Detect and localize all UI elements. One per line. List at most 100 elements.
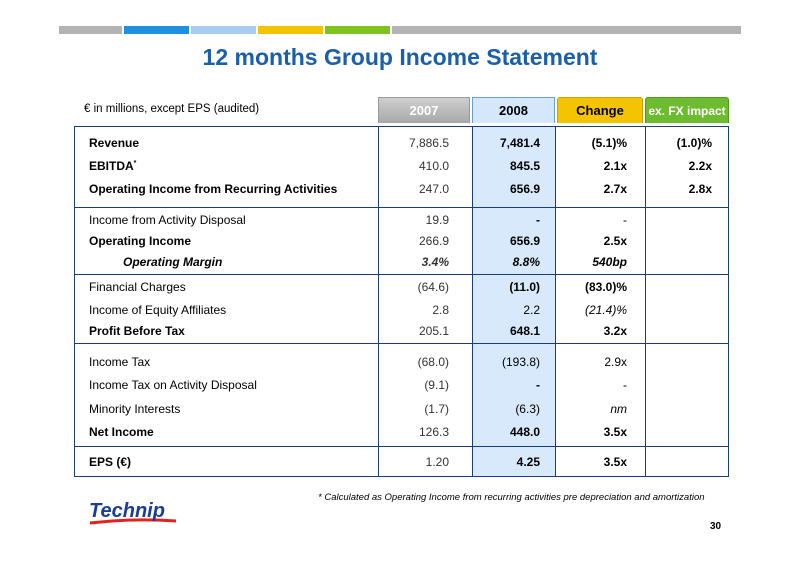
top-color-bar	[59, 26, 741, 34]
footnote-marker: *	[133, 160, 137, 167]
footnote: * Calculated as Operating Income from re…	[318, 492, 705, 503]
column-header-change: Change	[557, 97, 643, 123]
value-2008: 656.9	[509, 182, 540, 196]
section-divider	[74, 207, 729, 208]
value-change: 3.5x	[603, 455, 627, 469]
row-label: Operating Income from Recurring Activiti…	[89, 182, 338, 196]
table-row-income-tax: Income Tax (68.0) (193.8) 2.9x	[74, 352, 729, 372]
bar-segment	[325, 26, 390, 34]
table-row-operating-margin: Operating Margin 3.4% 8.8% 540bp	[74, 252, 729, 272]
column-divider	[378, 126, 379, 477]
bar-segment	[392, 26, 741, 34]
table-row-equity-affiliates: Income of Equity Affiliates 2.8 2.2 (21.…	[74, 300, 729, 320]
value-2008: (6.3)	[515, 402, 540, 416]
table-row-financial-charges: Financial Charges (64.6) (11.0) (83.0)%	[74, 277, 729, 297]
value-2007: 3.4%	[421, 255, 449, 269]
column-header-fx-impact: ex. FX impact	[645, 97, 729, 123]
bar-segment	[124, 26, 189, 34]
value-2008: 8.8%	[512, 255, 540, 269]
table-row-minority-interests: Minority Interests (1.7) (6.3) nm	[74, 399, 729, 419]
value-2007: 247.0	[418, 182, 449, 196]
value-2008: 648.1	[509, 324, 540, 338]
value-2007: 126.3	[418, 425, 449, 439]
row-label: Operating Income	[89, 234, 192, 248]
row-label: EBITDA*	[89, 159, 136, 173]
bar-segment	[191, 26, 256, 34]
logo-wordmark: Technip	[89, 500, 165, 522]
table-row-operating-income: Operating Income 266.9 656.9 2.5x	[74, 231, 729, 251]
column-divider	[472, 126, 473, 477]
column-header-2007: 2007	[378, 97, 470, 123]
value-change: (83.0)%	[584, 280, 627, 294]
table-row-revenue: Revenue 7,886.5 7,481.4 (5.1)% (1.0)%	[74, 133, 729, 153]
row-label-text: EBITDA	[89, 159, 134, 173]
row-label: Financial Charges	[89, 280, 186, 294]
row-label: Net Income	[89, 425, 154, 439]
value-change: 3.5x	[603, 425, 627, 439]
value-2008: 7,481.4	[499, 136, 540, 150]
value-2007: 1.20	[425, 455, 449, 469]
value-2008: 2.2	[523, 303, 540, 317]
technip-logo-graphic: Technip	[89, 500, 177, 525]
value-change: (21.4)%	[584, 303, 627, 317]
value-change: nm	[610, 402, 627, 416]
value-2008: (11.0)	[509, 280, 540, 294]
technip-logo: Technip	[88, 496, 178, 536]
row-label: Revenue	[89, 136, 140, 150]
value-fx: 2.8x	[688, 182, 712, 196]
column-header-2008: 2008	[472, 97, 555, 123]
value-2008: 4.25	[516, 455, 540, 469]
value-2008: -	[536, 213, 540, 227]
slide-title: 12 months Group Income Statement	[202, 44, 598, 70]
value-change: 3.2x	[603, 324, 627, 338]
row-label: Income from Activity Disposal	[89, 213, 246, 227]
table-row-net-income: Net Income 126.3 448.0 3.5x	[74, 422, 729, 442]
value-2008: -	[536, 378, 540, 392]
units-note: € in millions, except EPS (audited)	[84, 103, 260, 115]
value-2007: (64.6)	[417, 280, 449, 294]
table-row-eps: EPS (€) 1.20 4.25 3.5x	[74, 452, 729, 472]
page-number: 30	[710, 521, 722, 532]
value-change: -	[623, 213, 627, 227]
bar-segment	[258, 26, 323, 34]
row-label: Income Tax on Activity Disposal	[89, 378, 257, 392]
value-2007: 7,886.5	[408, 136, 449, 150]
bar-segment	[59, 26, 122, 34]
value-2007: 19.9	[425, 213, 449, 227]
value-change: (5.1)%	[591, 136, 627, 150]
value-change: 2.1x	[603, 159, 627, 173]
value-change: 2.5x	[603, 234, 627, 248]
value-change: 2.9x	[604, 355, 627, 369]
row-label: Income of Equity Affiliates	[89, 303, 227, 317]
table-row-income-tax-disposal: Income Tax on Activity Disposal (9.1) - …	[74, 375, 729, 395]
value-2008: 656.9	[509, 234, 540, 248]
value-change: 540bp	[592, 255, 627, 269]
table-row-income-activity-disposal: Income from Activity Disposal 19.9 - -	[74, 210, 729, 230]
row-label: Profit Before Tax	[89, 324, 185, 338]
column-divider	[555, 126, 556, 477]
row-label: Operating Margin	[123, 255, 223, 269]
row-label: Minority Interests	[89, 402, 181, 416]
section-divider	[74, 274, 729, 275]
value-2007: (1.7)	[424, 402, 449, 416]
row-label: Income Tax	[89, 355, 151, 369]
table-row-ebitda: EBITDA* 410.0 845.5 2.1x 2.2x	[74, 156, 729, 176]
table-row-profit-before-tax: Profit Before Tax 205.1 648.1 3.2x	[74, 321, 729, 341]
value-2007: 2.8	[432, 303, 449, 317]
value-2008: 845.5	[509, 159, 540, 173]
column-divider	[645, 126, 646, 477]
value-fx: 2.2x	[688, 159, 712, 173]
value-change: -	[623, 378, 627, 392]
value-2007: (68.0)	[417, 355, 449, 369]
value-2008: 448.0	[509, 425, 540, 439]
section-divider	[74, 343, 729, 344]
value-2007: 410.0	[418, 159, 449, 173]
value-2007: (9.1)	[424, 378, 449, 392]
column-2008-highlight	[472, 126, 555, 477]
value-2007: 205.1	[418, 324, 449, 338]
table-row-operating-income-recurring: Operating Income from Recurring Activiti…	[74, 179, 729, 199]
value-change: 2.7x	[603, 182, 627, 196]
section-divider	[74, 446, 729, 447]
income-table-frame	[74, 126, 729, 477]
value-fx: (1.0)%	[676, 136, 712, 150]
